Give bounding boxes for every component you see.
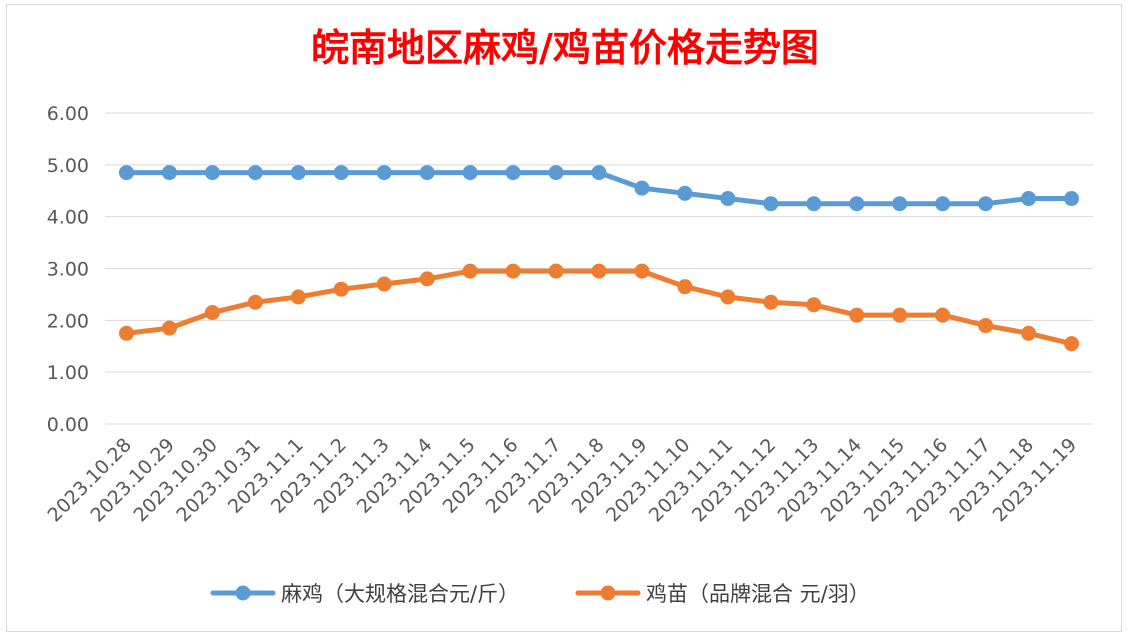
y-tick-label: 0.00 (47, 414, 89, 436)
y-tick-label: 1.00 (47, 362, 89, 384)
data-point (1021, 191, 1037, 207)
data-point (806, 297, 822, 313)
series-2 (118, 263, 1080, 352)
data-point (634, 180, 650, 196)
legend-swatch-marker (235, 585, 251, 601)
data-point (763, 294, 779, 310)
series-layer (118, 165, 1080, 352)
y-tick-label: 3.00 (47, 259, 89, 281)
legend-label: 鸡苗（品牌混合 元/羽） (646, 582, 870, 606)
data-point (161, 320, 177, 336)
series-line (124, 268, 1074, 347)
y-tick-label: 6.00 (47, 103, 89, 125)
y-tick-label: 5.00 (47, 155, 89, 177)
data-point (978, 196, 994, 212)
data-point (892, 196, 908, 212)
chart-title: 皖南地区麻鸡/鸡苗价格走势图 (311, 25, 819, 70)
data-point (505, 165, 521, 181)
data-point (634, 263, 650, 279)
data-point (548, 165, 564, 181)
data-point (1064, 336, 1080, 352)
data-point (333, 281, 349, 297)
legend-swatch-marker (600, 585, 616, 601)
series-1 (118, 165, 1080, 212)
data-point (118, 165, 134, 181)
data-point (376, 165, 392, 181)
data-point (591, 165, 607, 181)
data-point (763, 196, 779, 212)
data-point (720, 191, 736, 207)
data-point (376, 276, 392, 292)
data-point (290, 165, 306, 181)
data-point (978, 318, 994, 334)
data-point (462, 165, 478, 181)
y-tick-label: 4.00 (47, 207, 89, 229)
data-point (849, 196, 865, 212)
data-point (204, 305, 220, 321)
data-point (505, 263, 521, 279)
data-point (849, 307, 865, 323)
grid-lines (105, 112, 1093, 425)
data-point (806, 196, 822, 212)
data-point (333, 165, 349, 181)
legend-item: 麻鸡（大规格混合元/斤） (210, 582, 519, 606)
legend-item: 鸡苗（品牌混合 元/羽） (575, 582, 870, 606)
data-point (720, 289, 736, 305)
data-point (591, 263, 607, 279)
data-point (462, 263, 478, 279)
legend-label: 麻鸡（大规格混合元/斤） (281, 582, 519, 606)
data-point (290, 289, 306, 305)
data-point (204, 165, 220, 181)
data-point (247, 165, 263, 181)
data-point (161, 165, 177, 181)
x-axis-tick-labels: 2023.10.282023.10.292023.10.302023.10.31… (44, 434, 1082, 526)
data-point (1064, 191, 1080, 207)
y-axis-tick-labels: 0.00 1.00 2.00 3.00 4.00 5.00 6.00 (47, 103, 89, 436)
data-point (677, 185, 693, 201)
data-point (118, 325, 134, 341)
data-point (677, 279, 693, 295)
legend: 麻鸡（大规格混合元/斤） 鸡苗（品牌混合 元/羽） (210, 582, 870, 606)
data-point (1021, 325, 1037, 341)
data-point (935, 307, 951, 323)
data-point (892, 307, 908, 323)
data-point (419, 271, 435, 287)
data-point (935, 196, 951, 212)
data-point (247, 294, 263, 310)
y-tick-label: 2.00 (47, 310, 89, 332)
data-point (548, 263, 564, 279)
data-point (419, 165, 435, 181)
